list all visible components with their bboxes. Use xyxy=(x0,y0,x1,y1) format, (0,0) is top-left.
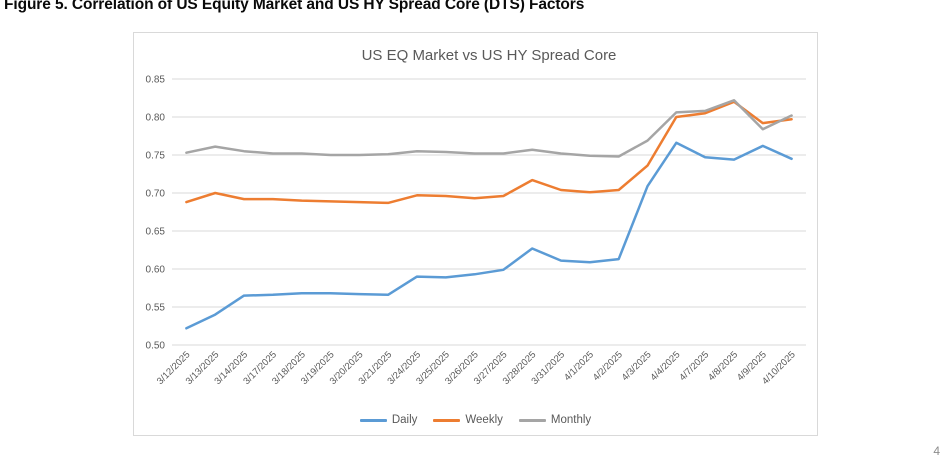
chart-legend: Daily Weekly Monthly xyxy=(134,414,817,426)
chart-container: US EQ Market vs US HY Spread Core 0.85 0.8… xyxy=(133,32,818,436)
y-axis-tick-label: 0.80 xyxy=(146,113,166,124)
x-axis-tick-label: 4/8/2025 xyxy=(706,349,740,383)
y-axis-tick-label: 0.85 xyxy=(146,75,166,86)
series-line-daily xyxy=(185,141,793,330)
page-number: 4 xyxy=(933,444,940,455)
x-axis-tick-label: 4/1/2025 xyxy=(562,349,596,383)
y-axis-tick-label: 0.65 xyxy=(146,227,166,238)
figure-caption: Figure 5. Correlation of US Equity Marke… xyxy=(4,0,585,13)
x-axis-tick-label: 4/4/2025 xyxy=(649,349,683,383)
legend-label: Daily xyxy=(391,414,418,426)
legend-label: Monthly xyxy=(550,414,592,426)
chart-title: US EQ Market vs US HY Spread Core xyxy=(362,47,617,64)
y-axis-tick-label: 0.50 xyxy=(146,341,166,352)
series-line-monthly xyxy=(185,99,793,158)
legend-item-weekly: Weekly xyxy=(433,414,503,426)
legend-item-monthly: Monthly xyxy=(518,414,592,426)
legend-swatch-monthly xyxy=(518,418,546,422)
legend-swatch-weekly xyxy=(433,418,461,422)
x-axis-tick-label: 4/3/2025 xyxy=(620,349,654,383)
legend-swatch-daily xyxy=(359,418,387,422)
x-axis-tick-label: 4/2/2025 xyxy=(591,349,625,383)
series-line-weekly xyxy=(185,100,793,205)
legend-label: Weekly xyxy=(465,414,503,426)
y-axis-tick-label: 0.60 xyxy=(146,265,166,276)
x-axis-tick-label: 4/7/2025 xyxy=(677,349,711,383)
line-chart: US EQ Market vs US HY Spread Core 0.85 0.8… xyxy=(146,47,806,387)
y-axis-tick-label: 0.75 xyxy=(146,151,166,162)
legend-item-daily: Daily xyxy=(359,414,418,426)
y-axis-tick-label: 0.70 xyxy=(146,189,166,200)
y-axis-tick-label: 0.55 xyxy=(146,303,166,314)
